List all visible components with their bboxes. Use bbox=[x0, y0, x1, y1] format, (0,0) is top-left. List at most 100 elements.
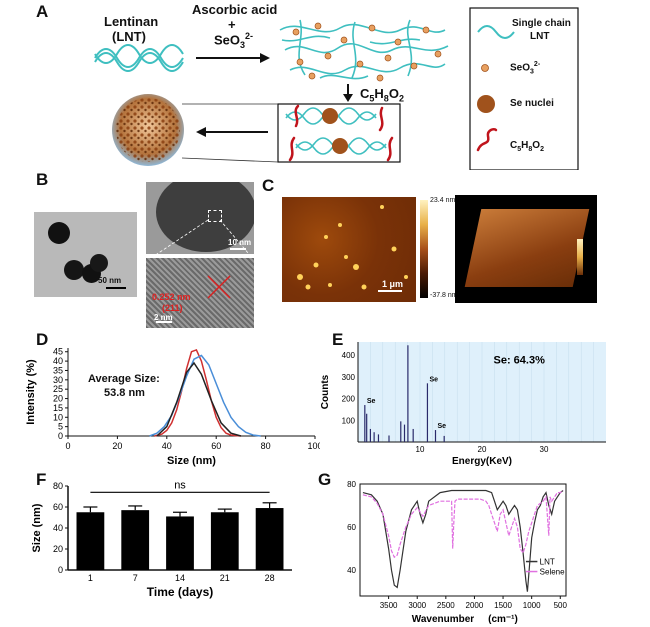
eds-spectrum-chart: 100 200 300 400 10 20 30 Se Se Se Se: 64.3% Energy(… bbox=[320, 342, 606, 467]
legend-nuclei-icon bbox=[477, 95, 495, 113]
dls-annotation-1: Average Size: bbox=[88, 373, 160, 385]
legend-label: LNT bbox=[540, 558, 555, 567]
y-tick-label: 0 bbox=[58, 565, 63, 575]
series-line-lnt bbox=[362, 489, 564, 592]
c5h8o2-chains bbox=[288, 104, 394, 162]
x-tick-label: 500 bbox=[554, 601, 568, 610]
y-tick-label: 400 bbox=[342, 351, 356, 360]
series-line-1 bbox=[149, 354, 261, 437]
x-tick-label: 28 bbox=[265, 573, 275, 583]
panel-label-c: C bbox=[262, 176, 275, 195]
bar bbox=[255, 508, 284, 570]
x-tick-label: 21 bbox=[220, 573, 230, 583]
y-axis-label: Intensity (%) bbox=[25, 359, 37, 425]
scale-bar-10nm: 10 nm bbox=[228, 238, 252, 247]
bar bbox=[210, 512, 239, 570]
x-axis-label: Wavenumber bbox=[412, 614, 475, 625]
lattice-plane-label: (211) bbox=[162, 303, 183, 313]
bar bbox=[166, 516, 194, 570]
y-tick-label: 15 bbox=[53, 403, 63, 413]
y-tick-label: 35 bbox=[53, 365, 63, 375]
x-tick-label: 1000 bbox=[523, 601, 541, 610]
panel-label-d: D bbox=[36, 330, 49, 349]
afm-3d-image bbox=[455, 195, 597, 303]
plot-frame bbox=[359, 483, 567, 597]
dls-annotation-2: 53.8 nm bbox=[104, 387, 145, 399]
y-tick-label: 45 bbox=[53, 347, 63, 357]
x-tick-label: 80 bbox=[261, 441, 271, 451]
x-tick-label: 1 bbox=[88, 573, 93, 583]
x-tick-label: 3500 bbox=[380, 601, 398, 610]
y-tick-label: 0 bbox=[58, 431, 63, 441]
afm-scale-bar: 1 μm bbox=[382, 279, 404, 289]
y-tick-label: 5 bbox=[58, 422, 63, 432]
lentinan-label-1: Lentinan bbox=[104, 14, 159, 29]
x-tick-label: 10 bbox=[416, 445, 425, 454]
x-tick-label: 30 bbox=[540, 445, 549, 454]
series-line-0 bbox=[154, 348, 241, 437]
panel-label-a: A bbox=[36, 2, 49, 21]
legend-box bbox=[469, 7, 579, 170]
afm-bar-top: 23.4 nm bbox=[430, 197, 456, 204]
afm-2d-image: 1 μm bbox=[282, 197, 416, 302]
random-coil-network bbox=[279, 19, 449, 80]
legend-ion-icon bbox=[481, 64, 489, 72]
lentinan-triple-helix bbox=[94, 44, 184, 72]
x-tick-label: 20 bbox=[478, 445, 487, 454]
lattice-spacing-label: 0.252 nm bbox=[152, 292, 191, 302]
hrtem-lattice-image: 0.252 nm (211) 2 nm bbox=[146, 258, 254, 328]
x-tick-label: 0 bbox=[65, 441, 70, 451]
y-tick-label: 200 bbox=[342, 395, 356, 404]
y-tick-label: 60 bbox=[53, 502, 63, 512]
tem-image-low-mag: 50 nm bbox=[34, 212, 137, 297]
panel-label-g: G bbox=[318, 470, 332, 489]
y-tick-label: 300 bbox=[342, 373, 356, 382]
se-content-annotation: Se: 64.3% bbox=[494, 355, 546, 367]
y-tick-label: 20 bbox=[53, 544, 63, 554]
dls-size-chart: 051015202530354045020406080100Size (nm)I… bbox=[25, 347, 320, 467]
x-tick-label: 14 bbox=[175, 573, 185, 583]
x-tick-label: 2000 bbox=[466, 601, 484, 610]
zoom-lines bbox=[147, 219, 255, 261]
x-tick-label: 60 bbox=[211, 441, 221, 451]
y-tick-label: 25 bbox=[53, 384, 63, 394]
reagent-line-1: Ascorbic acid bbox=[192, 2, 278, 17]
x-axis-unit: (cm⁻¹) bbox=[488, 614, 518, 625]
step2-label: C5H8O2 bbox=[360, 86, 404, 104]
se-nucleus-top bbox=[322, 108, 338, 124]
panel-label-e: E bbox=[332, 330, 344, 349]
x-axis-label: Energy(KeV) bbox=[452, 456, 512, 467]
y-tick-label: 40 bbox=[53, 356, 63, 366]
reagent-plus: + bbox=[228, 17, 236, 32]
peak-label: Se bbox=[367, 398, 376, 405]
y-tick-label: 40 bbox=[347, 566, 356, 575]
x-tick-label: 100 bbox=[307, 441, 320, 451]
legend-chain-label-2: LNT bbox=[530, 31, 550, 42]
y-tick-label: 80 bbox=[53, 481, 63, 491]
panel-label-b: B bbox=[36, 170, 49, 189]
x-tick-label: 40 bbox=[162, 441, 172, 451]
x-tick-label: 2500 bbox=[437, 601, 455, 610]
peak-label: Se bbox=[438, 423, 447, 430]
legend-nuclei-label: Se nuclei bbox=[510, 98, 554, 109]
peak-label: Se bbox=[429, 376, 438, 383]
x-tick-label: 1500 bbox=[494, 601, 512, 610]
legend-chain-icon bbox=[477, 25, 515, 39]
legend-c5h8o2-label: C5H8O2 bbox=[510, 140, 544, 153]
y-tick-label: 40 bbox=[53, 523, 63, 533]
lentinan-label-2: (LNT) bbox=[112, 29, 146, 44]
panel-a-scheme bbox=[94, 7, 579, 170]
ftir-spectrum-chart: 40 60 80 3500 3000 2500 2000 1500 1000 500 LNTSele… bbox=[347, 480, 568, 625]
se-nucleus-bottom bbox=[332, 138, 348, 154]
y-axis-label: Counts bbox=[320, 374, 331, 409]
scale-bar-50nm: 50 nm bbox=[98, 276, 122, 285]
x-axis-label: Size (nm) bbox=[167, 455, 216, 467]
y-tick-label: 80 bbox=[347, 480, 356, 489]
bar bbox=[76, 512, 105, 570]
afm-color-bar bbox=[420, 200, 428, 298]
stability-bar-chart: 0 20 40 60 80 1 7 14 21 28 ns Time (days) Size (nm) bbox=[31, 479, 292, 599]
legend-chain-label-1: Single chain bbox=[512, 18, 571, 29]
y-tick-label: 10 bbox=[53, 412, 63, 422]
x-tick-label: 7 bbox=[133, 573, 138, 583]
y-tick-label: 30 bbox=[53, 375, 63, 385]
